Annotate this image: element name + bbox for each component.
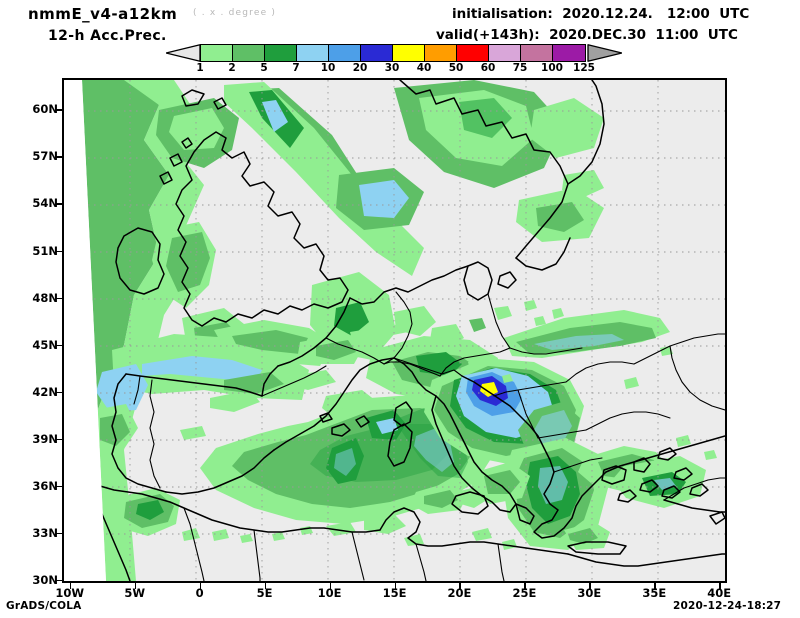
longitude-tick-mark (394, 583, 397, 589)
colorbar-swatch (393, 45, 425, 61)
longitude-tick-label: 5E (256, 586, 273, 600)
latitude-tick-label: 60N (32, 102, 58, 117)
colorbar-over-arrow (587, 44, 622, 62)
latitude-tick-label: 30N (32, 572, 58, 587)
latitude-tick-mark (56, 297, 62, 300)
render-timestamp: 2020-12-24-18:27 (673, 600, 782, 612)
latitude-tick-mark (56, 579, 62, 582)
longitude-tick-label: 10E (317, 586, 342, 600)
latitude-tick-label: 39N (32, 431, 58, 446)
colorbar-swatch (265, 45, 297, 61)
colorbar-swatch (457, 45, 489, 61)
colorbar: 1 2 5 7 10 20 30 40 50 60 75 100 125 (166, 44, 622, 74)
longitude-tick-mark (199, 583, 202, 589)
colorbar-tick-label: 7 (292, 62, 300, 74)
colorbar-swatch (361, 45, 393, 61)
colorbar-swatch (233, 45, 265, 61)
latitude-tick-label: 57N (32, 149, 58, 164)
colorbar-swatch (489, 45, 521, 61)
latitude-tick-mark (56, 156, 62, 158)
colorbar-tick-label: 20 (352, 62, 368, 74)
latitude-tick-label: 45N (32, 337, 58, 352)
longitude-tick-label: 40E (707, 586, 732, 600)
longitude-tick-mark (329, 583, 332, 589)
longitude-tick-label: 35E (642, 586, 667, 600)
longitude-tick-mark (524, 583, 526, 589)
latitude-tick-label: 51N (32, 243, 58, 258)
latitude-tick-mark (56, 203, 62, 206)
longitude-tick-label: 30E (577, 586, 602, 600)
latitude-tick-mark (56, 391, 62, 394)
latitude-tick-mark (56, 344, 62, 347)
colorbar-tick-label: 40 (416, 62, 432, 74)
colorbar-tick-label: 30 (384, 62, 400, 74)
colorbar-swatch (553, 45, 585, 61)
colorbar-tick-label: 125 (573, 62, 595, 74)
latitude-tick-mark (56, 532, 62, 535)
coastlines (97, 80, 725, 581)
longitude-tick-mark (264, 583, 267, 589)
colorbar-swatches (200, 44, 586, 62)
map-plot-area[interactable] (62, 78, 727, 583)
latitude-tick-label: 42N (32, 384, 58, 399)
longitude-tick-label: 20E (447, 586, 472, 600)
colorbar-tick-label: 2 (228, 62, 236, 74)
colorbar-under-arrow (166, 44, 201, 62)
longitude-tick-label: 25E (512, 586, 537, 600)
field-name-title: 12-h Acc.Prec. (48, 28, 167, 44)
precipitation-map (64, 80, 725, 581)
model-name-title: nmmE_v4-a12km (28, 5, 178, 23)
latitude-tick-mark (56, 438, 62, 441)
colorbar-tick-label: 50 (448, 62, 464, 74)
colorbar-swatch (297, 45, 329, 61)
latitude-tick-mark (56, 250, 62, 253)
colorbar-tick-label: 60 (480, 62, 496, 74)
longitude-tick-mark (69, 583, 72, 589)
valid-time: valid(+143h): 2020.DEC.30 11:00 UTC (436, 27, 738, 43)
latitude-tick-label: 48N (32, 290, 58, 305)
domain-edge (64, 80, 106, 581)
longitude-tick-label: 5W (124, 586, 146, 600)
longitude-tick-mark (719, 583, 721, 589)
longitude-tick-label: 0 (195, 586, 204, 600)
latitude-tick-mark (56, 485, 62, 488)
producer-credit: GrADS/COLA (6, 600, 82, 612)
colorbar-tick-label: 1 (196, 62, 204, 74)
latitude-tick-label: 33N (32, 525, 58, 540)
colorbar-tick-labels: 1 2 5 7 10 20 30 40 50 60 75 100 125 (196, 62, 595, 74)
map-gridlines (64, 80, 725, 581)
resolution-note: ( . x . degree ) (193, 8, 277, 18)
colorbar-swatch (521, 45, 553, 61)
longitude-tick-mark (134, 583, 137, 589)
colorbar-tick-label: 100 (541, 62, 563, 74)
longitude-tick-label: 15E (382, 586, 407, 600)
longitude-tick-mark (654, 583, 656, 589)
colorbar-tick-label: 10 (320, 62, 336, 74)
latitude-tick-mark (56, 109, 62, 111)
longitude-tick-mark (459, 583, 462, 589)
colorbar-swatch (201, 45, 233, 61)
colorbar-swatch (425, 45, 457, 61)
longitude-tick-label: 10W (55, 586, 85, 600)
latitude-tick-label: 54N (32, 196, 58, 211)
colorbar-tick-label: 5 (260, 62, 268, 74)
latitude-tick-label: 36N (32, 478, 58, 493)
colorbar-tick-label: 75 (512, 62, 528, 74)
initialisation-time: initialisation: 2020.12.24. 12:00 UTC (452, 6, 750, 22)
colorbar-swatch (329, 45, 361, 61)
longitude-tick-mark (589, 583, 591, 589)
